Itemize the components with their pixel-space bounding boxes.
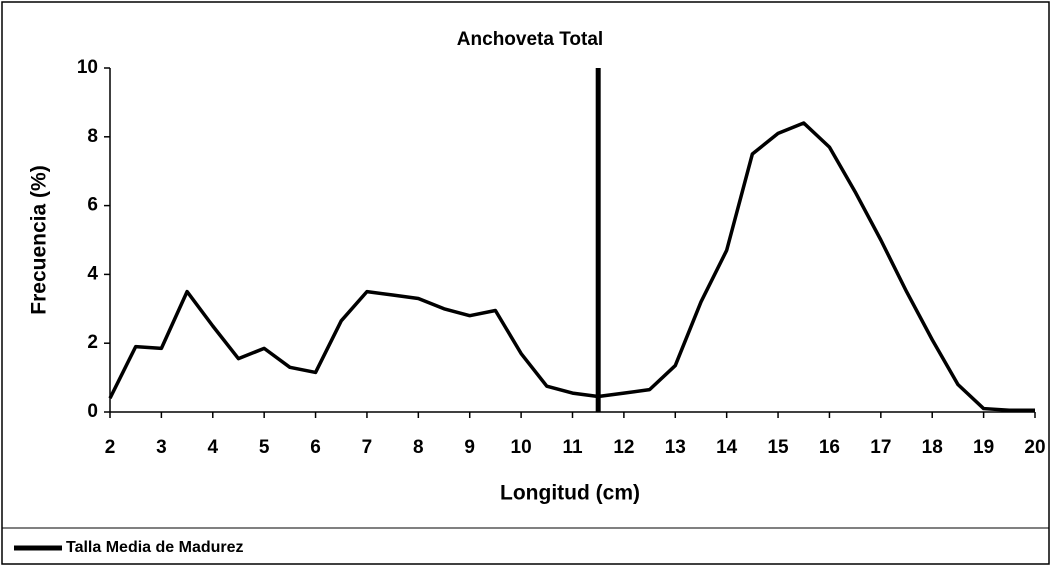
x-tick-label: 5 (259, 437, 270, 458)
y-tick-label: 10 (77, 57, 98, 78)
x-tick-label: 19 (973, 437, 994, 458)
x-tick-label: 4 (207, 437, 218, 458)
y-tick-label: 8 (87, 126, 98, 147)
y-tick-label: 2 (87, 332, 98, 353)
x-tick-label: 14 (716, 437, 738, 458)
x-tick-label: 18 (922, 437, 943, 458)
x-tick-label: 15 (767, 437, 789, 458)
y-axis-label: Frecuencia (%) (28, 165, 51, 314)
y-tick-label: 0 (87, 401, 98, 422)
y-tick-label: 6 (87, 195, 98, 216)
x-tick-label: 9 (464, 437, 475, 458)
x-tick-label: 20 (1024, 437, 1045, 458)
x-tick-label: 7 (362, 437, 373, 458)
chart-title: Anchoveta Total (457, 29, 603, 50)
legend-label: Talla Media de Madurez (66, 539, 244, 556)
x-tick-label: 11 (562, 437, 583, 458)
data-line (108, 121, 1035, 413)
x-tick-label: 10 (511, 437, 532, 458)
x-axis-label: Longitud (cm) (500, 482, 640, 505)
x-tick-label: 13 (665, 437, 686, 458)
x-tick-label: 3 (156, 437, 167, 458)
x-tick-label: 8 (413, 437, 424, 458)
x-tick-label: 12 (613, 437, 634, 458)
x-tick-label: 2 (105, 437, 116, 458)
x-tick-label: 17 (870, 437, 891, 458)
y-tick-label: 4 (87, 263, 98, 284)
x-tick-label: 16 (819, 437, 840, 458)
x-tick-label: 6 (310, 437, 321, 458)
